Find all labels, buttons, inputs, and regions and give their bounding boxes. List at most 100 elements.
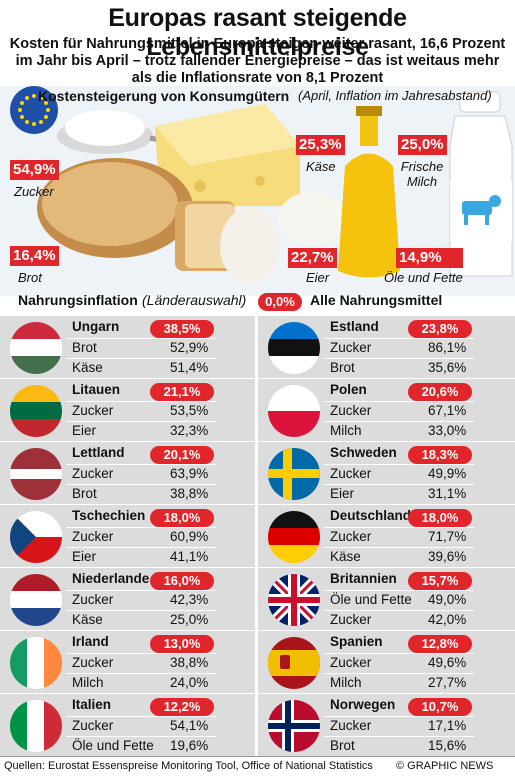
flag-lithuania-icon bbox=[10, 385, 62, 437]
row-divider bbox=[324, 673, 474, 674]
row-divider bbox=[66, 401, 216, 402]
item-value: 63,9% bbox=[170, 466, 209, 481]
subtitle-line-3: als die Inflationsrate von 8,1 Prozent bbox=[131, 70, 384, 86]
row-divider bbox=[66, 673, 216, 674]
flag-ireland-icon bbox=[10, 637, 62, 689]
country-total-badge: 21,1% bbox=[150, 383, 214, 401]
country-row: Ungarn 38,5% Brot 52,9% Käse 51,4% bbox=[0, 316, 255, 378]
item-value: 53,5% bbox=[170, 403, 209, 418]
item-name: Käse bbox=[72, 360, 103, 375]
country-name: Italien bbox=[72, 697, 112, 712]
row-divider bbox=[324, 736, 474, 737]
legend-note: (Länderauswahl) bbox=[142, 292, 247, 308]
flag-hungary-icon bbox=[10, 322, 62, 374]
row-divider bbox=[66, 590, 216, 591]
hero-label: Frische Milch bbox=[400, 159, 444, 189]
country-row: Britannien 15,7% Öle und Fette 49,0% Zucker 4… bbox=[258, 568, 515, 630]
row-divider bbox=[66, 421, 216, 422]
item-name: Brot bbox=[72, 340, 97, 355]
hero-title: Kostensteigerung von Konsumgütern bbox=[38, 88, 290, 104]
country-row: Irland 13,0% Zucker 38,8% Milch 24,0% bbox=[0, 631, 255, 693]
item-value: 51,4% bbox=[170, 360, 209, 375]
country-total-badge: 15,7% bbox=[408, 572, 472, 590]
bread-icon bbox=[37, 158, 235, 271]
hero-tag-eier: 22,7% Eier bbox=[288, 248, 337, 285]
item-name: Käse bbox=[72, 612, 103, 627]
country-name: Tschechien bbox=[72, 508, 146, 523]
hero-label: Zucker bbox=[14, 184, 54, 199]
flag-netherlands-icon bbox=[10, 574, 62, 626]
country-name: Deutschland bbox=[330, 508, 412, 523]
row-divider bbox=[66, 527, 216, 528]
country-row: Polen 20,6% Zucker 67,1% Milch 33,0% bbox=[258, 379, 515, 441]
row-divider bbox=[324, 653, 474, 654]
item-name: Eier bbox=[72, 549, 97, 564]
hero-label: Öle und Fette bbox=[384, 270, 463, 285]
country-name: Spanien bbox=[330, 634, 383, 649]
footer-divider bbox=[0, 756, 515, 757]
flag-norway-icon bbox=[268, 700, 320, 752]
country-name: Lettland bbox=[72, 445, 125, 460]
item-name: Brot bbox=[330, 360, 355, 375]
row-divider bbox=[324, 464, 474, 465]
item-name: Brot bbox=[330, 738, 355, 753]
source-note: Quellen: Eurostat Essenspreise Monitorin… bbox=[4, 760, 373, 772]
country-total-badge: 38,5% bbox=[150, 320, 214, 338]
item-value: 19,6% bbox=[170, 738, 209, 753]
row-divider bbox=[324, 527, 474, 528]
item-value: 17,1% bbox=[428, 718, 467, 733]
hero-tag-brot: 16,4% Brot bbox=[10, 246, 59, 285]
item-value: 54,1% bbox=[170, 718, 209, 733]
item-name: Zucker bbox=[72, 718, 114, 733]
hero-tag-oele: 14,9% Öle und Fette bbox=[384, 248, 463, 285]
hero-label: Eier bbox=[306, 270, 330, 285]
country-name: Britannien bbox=[330, 571, 397, 586]
item-value: 39,6% bbox=[428, 549, 467, 564]
country-total-badge: 13,0% bbox=[150, 635, 214, 653]
country-name: Estland bbox=[330, 319, 379, 334]
hero-tag-zucker: 54,9% Zucker bbox=[10, 160, 59, 199]
row-divider bbox=[324, 401, 474, 402]
row-divider bbox=[324, 484, 474, 485]
country-total-badge: 18,0% bbox=[408, 509, 472, 527]
row-divider bbox=[324, 358, 474, 359]
country-total-badge: 23,8% bbox=[408, 320, 472, 338]
flag-latvia-icon bbox=[10, 448, 62, 500]
country-row: Litauen 21,1% Zucker 53,5% Eier 32,3% bbox=[0, 379, 255, 441]
country-row: Spanien 12,8% Zucker 49,6% Milch 27,7% bbox=[258, 631, 515, 693]
hero-value: 14,9% bbox=[396, 248, 463, 268]
item-value: 41,1% bbox=[170, 549, 209, 564]
eggs-icon bbox=[220, 192, 346, 284]
country-row: Norwegen 10,7% Zucker 17,1% Brot 15,6% bbox=[258, 694, 515, 756]
country-name: Litauen bbox=[72, 382, 121, 397]
country-total-badge: 16,0% bbox=[150, 572, 214, 590]
subtitle-line-2: im Jahr bis April – trotz fallender Ener… bbox=[15, 53, 500, 69]
item-value: 49,0% bbox=[428, 592, 467, 607]
item-value: 38,8% bbox=[170, 655, 209, 670]
hero-value: 25,3% bbox=[296, 135, 345, 155]
hero-label: Brot bbox=[18, 270, 42, 285]
flag-czechia-icon bbox=[10, 511, 62, 563]
item-value: 38,8% bbox=[170, 486, 209, 501]
country-row: Tschechien 18,0% Zucker 60,9% Eier 41,1% bbox=[0, 505, 255, 567]
country-row: Estland 23,8% Zucker 86,1% Brot 35,6% bbox=[258, 316, 515, 378]
country-name: Niederlande bbox=[72, 571, 150, 586]
item-name: Brot bbox=[72, 486, 97, 501]
item-name: Zucker bbox=[330, 340, 372, 355]
row-divider bbox=[66, 736, 216, 737]
row-divider bbox=[324, 338, 474, 339]
item-name: Eier bbox=[330, 486, 355, 501]
item-name: Zucker bbox=[72, 592, 114, 607]
hero-tag-milch: 25,0% Frische Milch bbox=[398, 135, 458, 189]
row-divider bbox=[324, 547, 474, 548]
row-divider bbox=[324, 716, 474, 717]
country-name: Polen bbox=[330, 382, 367, 397]
item-name: Milch bbox=[330, 423, 362, 438]
hero-value: 54,9% bbox=[10, 160, 59, 180]
row-divider bbox=[66, 610, 216, 611]
item-name: Zucker bbox=[330, 718, 372, 733]
item-value: 49,9% bbox=[428, 466, 467, 481]
flag-germany-icon bbox=[268, 511, 320, 563]
item-name: Öle und Fette bbox=[330, 592, 412, 607]
row-divider bbox=[66, 547, 216, 548]
